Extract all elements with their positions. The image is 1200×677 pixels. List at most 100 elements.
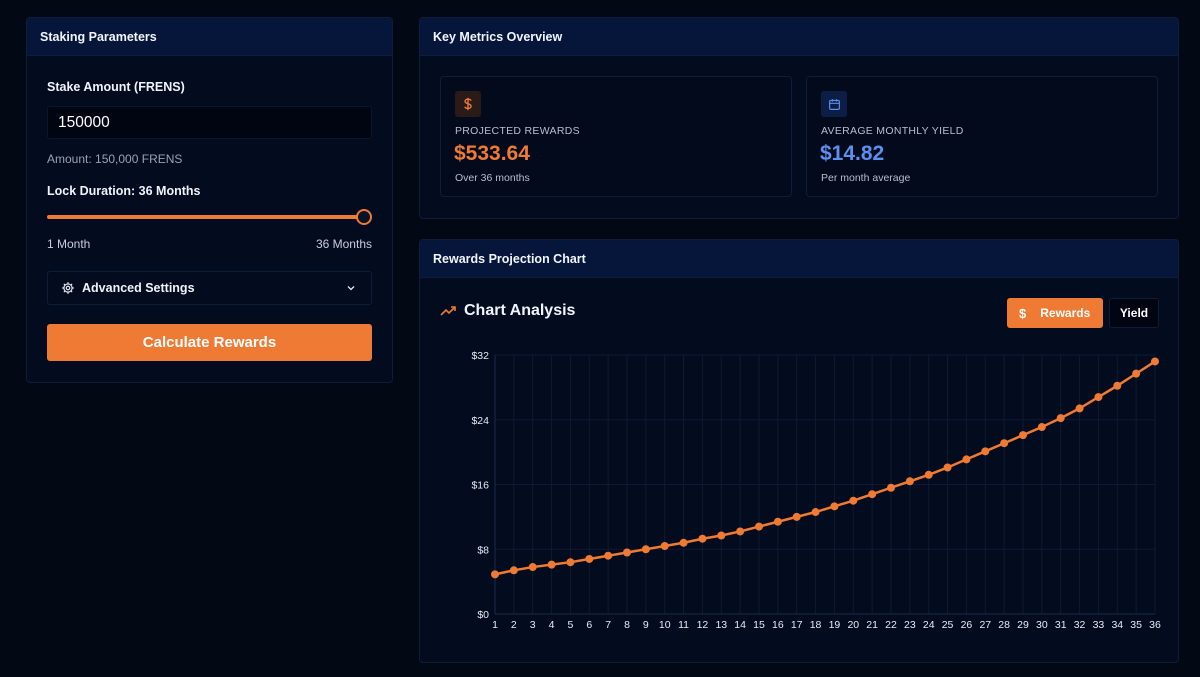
yield-toggle-button[interactable]: Yield (1109, 298, 1159, 328)
x-tick-label: 35 (1130, 619, 1142, 631)
x-tick-label: 9 (643, 619, 649, 631)
rewards-projection-title: Rewards Projection Chart (420, 240, 1178, 278)
data-point (660, 542, 669, 551)
x-tick-label: 17 (791, 619, 803, 631)
x-tick-label: 30 (1036, 619, 1048, 631)
data-point (623, 548, 631, 557)
x-tick-label: 10 (659, 619, 671, 631)
data-point (792, 512, 801, 521)
key-metrics-title: Key Metrics Overview (420, 18, 1178, 56)
data-point (1037, 423, 1046, 432)
data-point (679, 538, 688, 547)
x-tick-label: 19 (829, 619, 841, 631)
x-tick-label: 31 (1055, 619, 1067, 631)
x-tick-label: 13 (715, 619, 727, 631)
rewards-toggle-button[interactable]: $ Rewards (1007, 298, 1103, 328)
data-point (1056, 414, 1065, 423)
y-tick-label: $24 (471, 415, 489, 427)
data-point (491, 570, 499, 579)
lock-duration-label: Lock Duration: 36 Months (47, 184, 201, 198)
y-tick-label: $8 (477, 544, 489, 556)
x-tick-label: 5 (568, 619, 574, 631)
data-point (962, 455, 971, 464)
x-tick-label: 8 (624, 619, 630, 631)
monthly-yield-subtitle: Per month average (821, 172, 911, 184)
x-tick-label: 36 (1149, 619, 1161, 631)
dollar-icon (455, 91, 481, 117)
y-tick-label: $32 (471, 350, 489, 362)
data-point (943, 463, 952, 472)
x-tick-label: 23 (904, 619, 916, 631)
data-point (698, 534, 707, 543)
x-tick-label: 14 (734, 619, 746, 631)
x-tick-label: 28 (998, 619, 1010, 631)
y-tick-label: $0 (477, 609, 489, 621)
x-tick-label: 20 (847, 619, 859, 631)
amount-readout: Amount: 150,000 FRENS (47, 152, 183, 166)
data-point (1094, 393, 1103, 402)
x-tick-label: 4 (549, 619, 555, 631)
slider-max-label: 36 Months (315, 237, 372, 251)
chart-analysis-heading: Chart Analysis (440, 302, 575, 320)
x-tick-label: 2 (511, 619, 517, 631)
x-tick-label: 7 (605, 619, 611, 631)
slider-min-label: 1 Month (47, 237, 91, 251)
x-tick-label: 33 (1093, 619, 1105, 631)
data-point (1075, 404, 1084, 413)
x-tick-label: 6 (586, 619, 592, 631)
data-point (887, 483, 895, 492)
chevron-down-icon (347, 286, 355, 291)
projected-rewards-card: PROJECTED REWARDS $533.64 Over 36 months (440, 76, 792, 197)
rewards-projection-panel: Rewards Projection Chart Chart Analysis … (419, 239, 1179, 663)
data-point (1113, 381, 1122, 390)
staking-parameters-title: Staking Parameters (27, 18, 392, 56)
monthly-yield-card: AVERAGE MONTHLY YIELD $14.82 Per month a… (806, 76, 1158, 197)
x-tick-label: 15 (753, 619, 765, 631)
stake-amount-input[interactable] (47, 106, 372, 139)
projected-rewards-subtitle: Over 36 months (455, 172, 530, 184)
data-point (811, 508, 820, 517)
rewards-toggle-label: Rewards (1040, 306, 1091, 320)
data-point (905, 477, 914, 486)
x-tick-label: 27 (979, 619, 991, 631)
data-point (717, 531, 726, 540)
data-point (849, 496, 858, 505)
x-tick-label: 16 (772, 619, 784, 631)
data-point (755, 522, 763, 531)
advanced-settings-label: Advanced Settings (82, 281, 195, 295)
x-tick-label: 34 (1111, 619, 1123, 631)
x-tick-label: 29 (1017, 619, 1029, 631)
data-point (528, 563, 537, 572)
monthly-yield-title: AVERAGE MONTHLY YIELD (821, 125, 964, 137)
dollar-icon: $ (1019, 305, 1027, 321)
data-point (1132, 369, 1141, 378)
data-point (981, 447, 990, 456)
stake-amount-label: Stake Amount (FRENS) (47, 80, 185, 94)
advanced-settings-toggle[interactable]: Advanced Settings (47, 271, 372, 305)
data-point (641, 545, 650, 554)
x-tick-label: 24 (923, 619, 935, 631)
data-point (924, 470, 933, 479)
projected-rewards-title: PROJECTED REWARDS (455, 125, 580, 137)
data-point (509, 566, 518, 575)
projected-rewards-value: $533.64 (454, 142, 530, 165)
chart-analysis-label: Chart Analysis (464, 302, 576, 319)
data-point (1019, 431, 1027, 440)
key-metrics-panel: Key Metrics Overview PROJECTED REWARDS $… (419, 17, 1179, 219)
x-tick-label: 3 (530, 619, 536, 631)
data-point (566, 558, 575, 567)
data-point (736, 527, 745, 536)
data-point (547, 560, 556, 569)
calculate-rewards-button[interactable]: Calculate Rewards (47, 324, 372, 361)
x-tick-label: 22 (885, 619, 897, 631)
trending-up-icon (440, 306, 456, 316)
x-tick-label: 1 (492, 619, 498, 631)
x-tick-label: 21 (866, 619, 878, 631)
calendar-icon (821, 91, 847, 117)
lock-duration-slider-track[interactable] (47, 215, 364, 219)
staking-parameters-panel: Staking Parameters Stake Amount (FRENS) … (26, 17, 393, 383)
x-tick-label: 25 (942, 619, 954, 631)
rewards-line-chart: $0$8$16$24$321 2 3 4 5 6 7 8 9 10 11 12 13 14 15 16 17 18… (471, 350, 1161, 631)
lock-duration-slider-thumb[interactable] (356, 209, 372, 225)
y-tick-label: $16 (471, 480, 489, 492)
